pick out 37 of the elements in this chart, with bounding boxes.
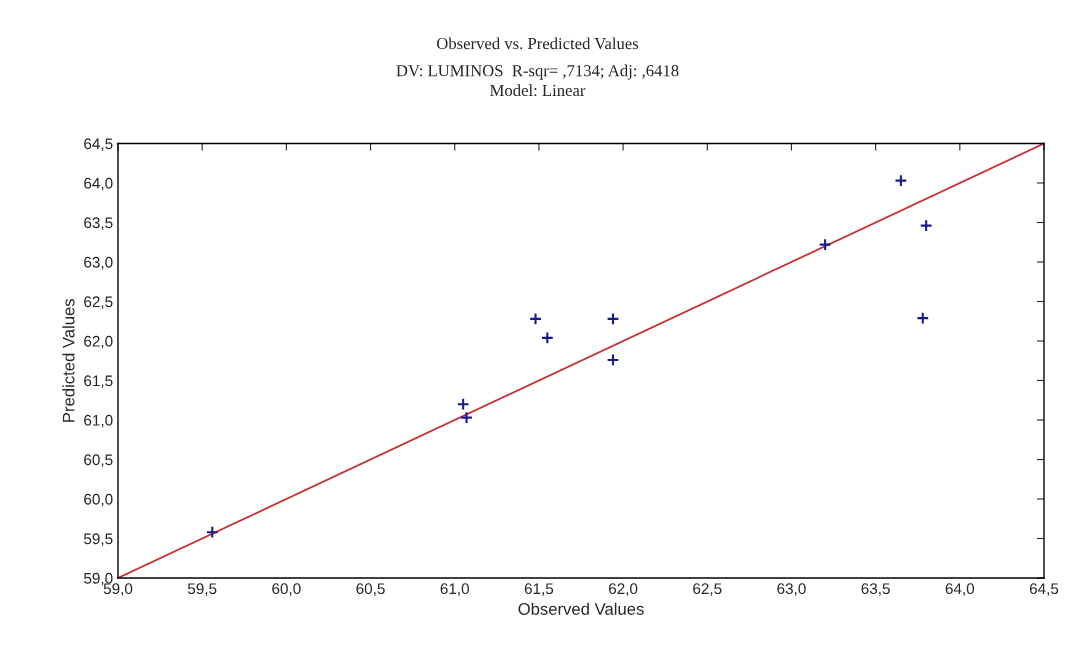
y-axis-title: Predicted Values [62, 298, 75, 422]
x-tick-label: 62,5 [693, 583, 722, 596]
point [460, 411, 473, 425]
y-tick-label: 62,5 [84, 296, 113, 309]
y-tick-label: 64,5 [84, 138, 113, 151]
point [894, 174, 908, 188]
y-tick-label: 60,5 [84, 454, 113, 467]
x-tick-label: 61,0 [440, 583, 469, 596]
point [456, 397, 470, 411]
point [529, 312, 542, 326]
point [916, 311, 930, 325]
x-tick-label: 62,0 [609, 583, 638, 596]
point [540, 331, 554, 345]
point [818, 238, 832, 252]
y-tick-label: 59,5 [84, 533, 113, 546]
y-tick-label: 61,5 [84, 375, 113, 388]
point [205, 525, 219, 539]
point [606, 312, 620, 326]
x-axis-title: Observed Values [518, 602, 644, 615]
chart-title: Observed vs. Predicted Values [436, 37, 639, 50]
y-tick-label: 63,0 [84, 256, 113, 270]
y-tick-label: 61,0 [84, 414, 113, 428]
x-tick-label: 63,0 [777, 583, 806, 596]
x-tick-label: 63,5 [861, 583, 890, 596]
x-tick-label: 64,5 [1029, 583, 1059, 596]
x-tick-label: 64,0 [945, 583, 975, 596]
y-tick-label: 63,5 [84, 217, 113, 230]
x-tick-label: 61,5 [524, 583, 554, 596]
y-tick-label: 60,0 [84, 493, 113, 507]
x-tick-label: 60,5 [356, 583, 385, 596]
x-tick-label: 59,5 [187, 583, 217, 596]
point [919, 219, 933, 233]
x-tick-label: 60,0 [272, 583, 301, 596]
y-tick-label: 64,0 [84, 177, 113, 191]
point [606, 353, 620, 367]
chart-subtitle: DV: LUMINOS R-sqr= ,7134; Adj: ,6418 Model: Linear [396, 64, 679, 97]
y-tick-label: 62,0 [84, 335, 113, 349]
